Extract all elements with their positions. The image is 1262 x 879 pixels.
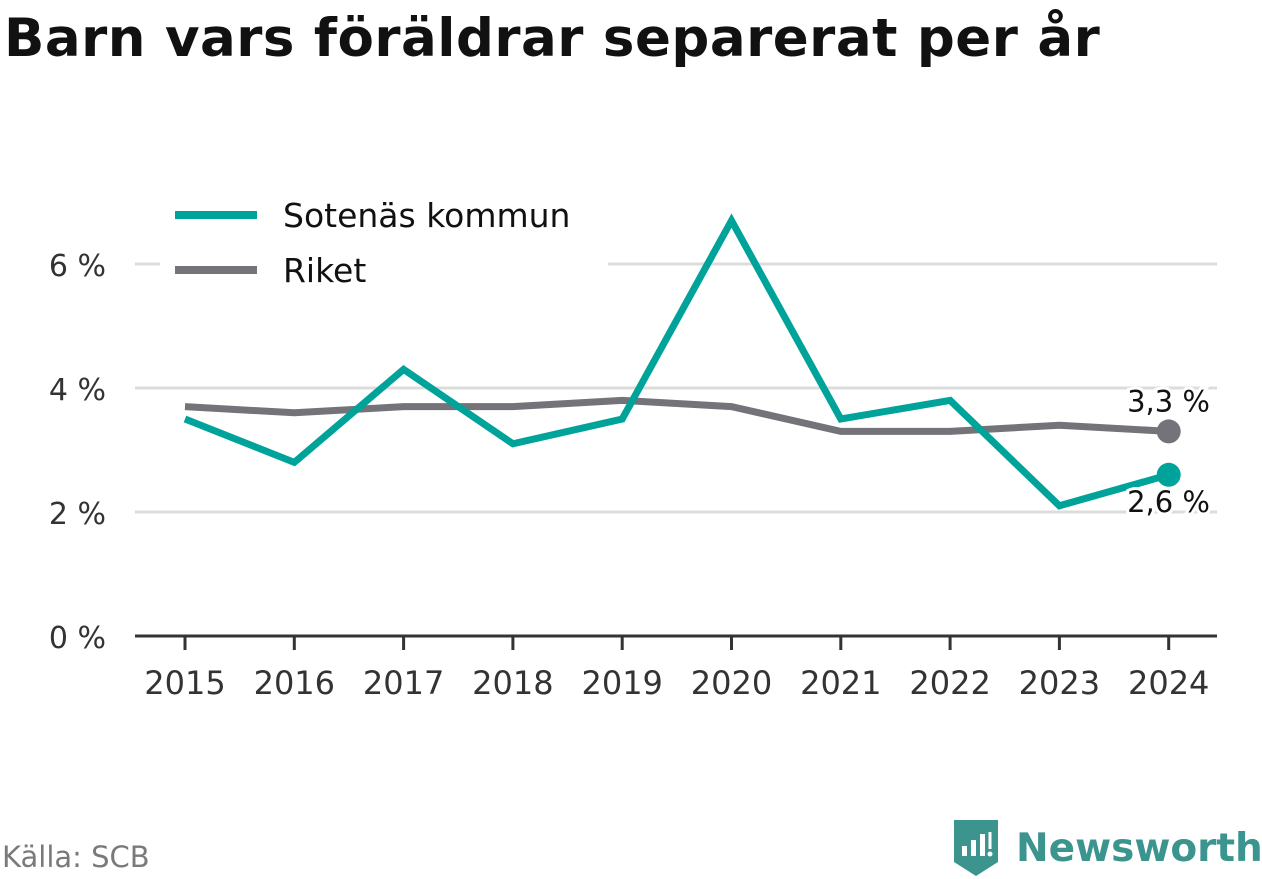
newsworthy-logo-icon: [954, 820, 998, 876]
y-tick-label: 0 %: [49, 621, 106, 656]
x-tick-label: 2023: [1019, 664, 1100, 702]
x-tick-label: 2024: [1128, 664, 1209, 702]
newsworthy-logo: Newsworthy: [950, 818, 1262, 878]
x-tick-label: 2017: [363, 664, 444, 702]
chart-title: Barn vars föräldrar separerat per år: [4, 8, 1101, 69]
y-tick-label: 2 %: [49, 497, 106, 532]
legend-label: Riket: [283, 251, 366, 290]
end-label-riket: 3,3 %: [1127, 384, 1210, 418]
series-line-riket: [184, 396, 1169, 435]
x-tick-label: 2020: [691, 664, 772, 702]
x-tick-label: 2022: [909, 664, 990, 702]
y-tick-label: 6 %: [49, 249, 106, 284]
series-line-sotenas: [183, 213, 1170, 510]
brand-name: Newsworthy: [1016, 825, 1262, 871]
end-label-sotenas: 2,6 %: [1127, 485, 1210, 519]
x-tick-label: 2021: [800, 664, 881, 702]
source-note: Källa: SCB: [2, 840, 150, 874]
x-tick-label: 2016: [254, 664, 335, 702]
y-tick-label: 4 %: [49, 373, 106, 408]
end-point-sotenas: [1156, 462, 1181, 487]
x-tick-label: 2019: [581, 664, 662, 702]
x-tick-label: 2018: [472, 664, 553, 702]
end-point-riket: [1156, 419, 1181, 444]
legend-background: [160, 190, 608, 295]
legend-label: Sotenäs kommun: [283, 196, 570, 235]
x-tick-label: 2015: [144, 664, 225, 702]
